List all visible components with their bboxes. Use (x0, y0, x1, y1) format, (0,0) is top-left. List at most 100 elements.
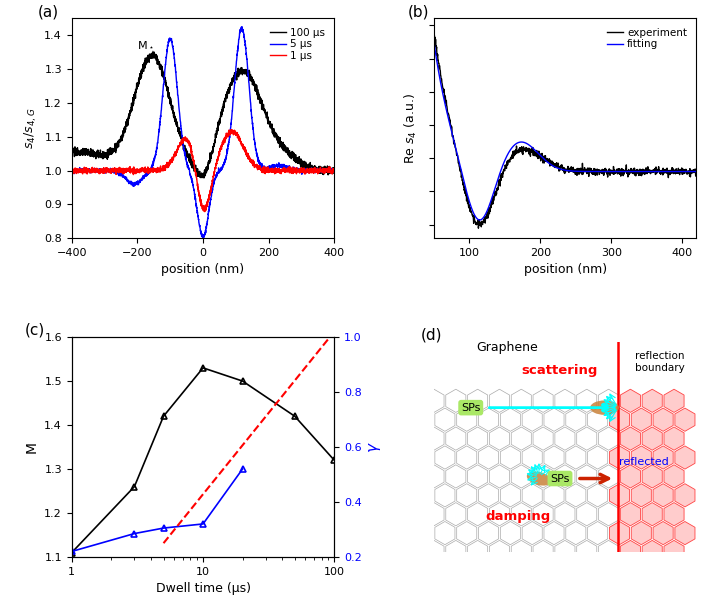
Polygon shape (424, 540, 444, 564)
Polygon shape (446, 465, 466, 488)
1 μs (188, 154, 197, 162)
Polygon shape (424, 502, 444, 526)
Polygon shape (653, 521, 673, 545)
Polygon shape (457, 446, 477, 469)
Polygon shape (620, 427, 640, 450)
Text: M$_\star$: M$_\star$ (137, 40, 154, 56)
Polygon shape (490, 502, 510, 526)
Y-axis label: $s_4/s_{4,G}$: $s_4/s_{4,G}$ (22, 108, 39, 149)
Polygon shape (610, 483, 630, 507)
5 μs (81, 166, 90, 174)
Y-axis label: $\gamma$: $\gamma$ (368, 441, 383, 453)
Polygon shape (490, 427, 510, 450)
Polygon shape (522, 483, 542, 507)
Polygon shape (446, 540, 466, 564)
fitting (536, 152, 545, 159)
Polygon shape (500, 408, 521, 431)
Text: reflected: reflected (619, 457, 669, 468)
fitting (610, 168, 619, 175)
Polygon shape (664, 427, 684, 450)
Polygon shape (533, 389, 553, 412)
5 μs (330, 168, 339, 175)
Polygon shape (599, 389, 619, 412)
Polygon shape (566, 408, 586, 431)
fitting (546, 160, 554, 168)
Polygon shape (566, 521, 586, 545)
Text: (d): (d) (421, 328, 442, 343)
Polygon shape (478, 446, 498, 469)
Polygon shape (587, 446, 607, 469)
5 μs (274, 161, 283, 168)
Polygon shape (555, 465, 575, 488)
Legend: experiment, fitting: experiment, fitting (603, 24, 691, 53)
Polygon shape (511, 465, 531, 488)
Polygon shape (522, 446, 542, 469)
Polygon shape (631, 483, 651, 507)
100 μs (81, 152, 90, 159)
Polygon shape (511, 389, 531, 412)
Polygon shape (446, 427, 466, 450)
Y-axis label: M: M (25, 441, 39, 453)
5 μs (322, 167, 331, 174)
1 μs (330, 166, 339, 174)
Polygon shape (555, 427, 575, 450)
Polygon shape (467, 502, 488, 526)
X-axis label: Dwell time (μs): Dwell time (μs) (156, 582, 251, 595)
Polygon shape (500, 446, 521, 469)
Polygon shape (478, 521, 498, 545)
Polygon shape (620, 540, 640, 564)
Polygon shape (675, 446, 695, 469)
Polygon shape (467, 389, 488, 412)
100 μs (330, 170, 339, 177)
1 μs (195, 192, 204, 200)
Polygon shape (642, 502, 662, 526)
fitting (692, 168, 701, 175)
1 μs (200, 208, 209, 215)
5 μs (198, 234, 207, 241)
Polygon shape (675, 408, 695, 431)
Text: (c): (c) (24, 323, 45, 338)
Text: (b): (b) (408, 4, 429, 19)
1 μs (322, 168, 331, 175)
experiment (635, 166, 643, 174)
1 μs (274, 168, 283, 175)
Polygon shape (587, 521, 607, 545)
5 μs (322, 166, 331, 173)
100 μs (150, 48, 159, 56)
Polygon shape (577, 502, 597, 526)
Polygon shape (511, 427, 531, 450)
Text: SPs: SPs (550, 474, 569, 483)
fitting (457, 165, 465, 173)
Polygon shape (587, 483, 607, 507)
Polygon shape (664, 465, 684, 488)
Polygon shape (522, 408, 542, 431)
Polygon shape (533, 502, 553, 526)
1 μs (67, 166, 76, 173)
Polygon shape (424, 465, 444, 488)
Polygon shape (522, 521, 542, 545)
Polygon shape (435, 521, 455, 545)
Polygon shape (467, 465, 488, 488)
Polygon shape (490, 465, 510, 488)
Text: damping: damping (485, 510, 551, 523)
Polygon shape (424, 389, 444, 412)
Polygon shape (533, 427, 553, 450)
Polygon shape (610, 521, 630, 545)
Text: SPs: SPs (461, 403, 480, 412)
Polygon shape (642, 465, 662, 488)
Polygon shape (664, 540, 684, 564)
5 μs (238, 23, 246, 31)
Polygon shape (435, 483, 455, 507)
Polygon shape (599, 502, 619, 526)
Polygon shape (446, 389, 466, 412)
experiment (457, 168, 465, 176)
experiment (429, 24, 438, 32)
Polygon shape (653, 408, 673, 431)
Y-axis label: Re $s_4$ (a.u.): Re $s_4$ (a.u.) (403, 93, 419, 164)
Line: 100 μs: 100 μs (72, 52, 335, 178)
Line: fitting: fitting (434, 42, 696, 220)
Polygon shape (533, 540, 553, 564)
Ellipse shape (590, 400, 619, 415)
Polygon shape (457, 521, 477, 545)
experiment (610, 166, 619, 174)
